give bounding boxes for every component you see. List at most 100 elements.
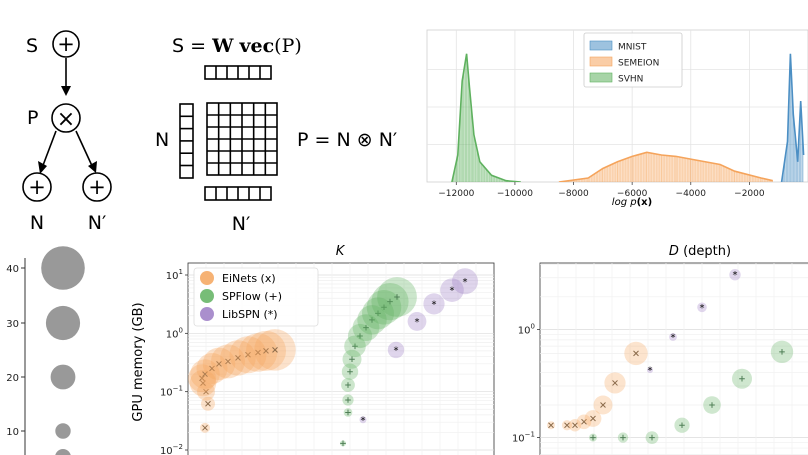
size-legend-circle [41, 246, 85, 290]
marker-plus [394, 294, 400, 300]
marker-plus [620, 434, 626, 441]
legend-label: EiNets (x) [222, 272, 276, 285]
arrowhead [88, 161, 97, 173]
matrix-label-n: N [155, 129, 169, 151]
legend-swatch [589, 40, 613, 51]
product-equation: P = N ⊗ N′ [297, 129, 397, 151]
bubble [407, 312, 427, 331]
eq-lhs: S = [172, 35, 206, 57]
marker-x [564, 422, 570, 429]
marker-x [216, 360, 222, 367]
marker-star: * [463, 277, 468, 288]
marker-x [202, 424, 208, 431]
marker-x [600, 402, 606, 408]
sum-node-nprime [82, 172, 112, 202]
marker-plus [590, 434, 596, 441]
legend-label: SEMEION [618, 59, 659, 69]
k-data-marks: * * * * * * [188, 268, 478, 447]
x-tick-label: −12000 [438, 189, 474, 199]
depth-chart: * * * * * 100 10−1 D (depth) [512, 235, 808, 455]
marker-plus [375, 310, 381, 317]
size-legend-circle [50, 364, 76, 390]
product-symbol: × [57, 107, 75, 132]
marker-plus [347, 368, 353, 375]
marker-plus [340, 440, 346, 447]
x-tick-label: −4000 [676, 189, 707, 199]
marker-plus [679, 422, 685, 429]
marker-star: * [700, 303, 705, 314]
marker-plus [387, 298, 393, 305]
density-area-mnist [781, 53, 804, 182]
marker-x [263, 348, 269, 354]
bubble [769, 235, 782, 248]
sum-equation: S = W vec(P) [172, 35, 302, 57]
grid-lines [540, 263, 808, 455]
y-tick-label: 30 [6, 319, 19, 330]
marker-plus [779, 349, 785, 355]
bubble [387, 341, 405, 359]
legend-label: LibSPN (*) [222, 308, 278, 321]
marker-plus [363, 324, 369, 331]
y-tick-label: 20 [6, 373, 19, 384]
marker-plus [357, 333, 363, 339]
y-tick-label: 40 [6, 264, 19, 275]
marker-x [200, 380, 206, 386]
marker-plus [345, 409, 351, 416]
node-label-p: P [27, 107, 38, 129]
density-areas [451, 53, 805, 182]
marker-star: * [394, 345, 399, 356]
marker-star: * [361, 415, 366, 426]
marker-x [572, 422, 578, 429]
node-label-nprime: N′ [88, 212, 107, 234]
legend-swatch [589, 56, 613, 67]
y-tick-label: 100 [166, 326, 183, 340]
size-legend-circle [55, 449, 71, 455]
marker-plus [649, 434, 655, 441]
marker-x [590, 415, 596, 422]
marker-star: * [733, 270, 738, 281]
marker-plus [352, 343, 358, 350]
matrix-label-nprime: N′ [232, 213, 251, 235]
marker-x [225, 358, 231, 365]
marker-plus [369, 317, 375, 323]
density-area-semeion [558, 152, 773, 182]
sum-symbol: + [28, 175, 46, 199]
k-chart-title: K [336, 244, 346, 259]
legend-marker [200, 289, 214, 303]
marker-plus [709, 402, 715, 408]
node-label-s: S [26, 35, 38, 57]
sum-symbol: + [88, 175, 106, 199]
marker-plus [739, 375, 745, 382]
y-axis-label: GPU memory (GB) [131, 302, 146, 421]
legend-label: SVHN [618, 75, 643, 85]
marker-x [633, 350, 639, 357]
size-legend-circle [45, 305, 81, 341]
bubble [697, 302, 707, 313]
eq-kron-op: ⊗ [357, 129, 373, 151]
marker-x [202, 371, 208, 377]
y-tick-label: 101 [166, 268, 183, 282]
density-line-mnist [780, 53, 805, 182]
matrix-diagram [179, 65, 278, 201]
marker-x [235, 354, 241, 361]
density-chart: −12000 −10000 −8000 −6000 −4000 −2000 log p(x… [426, 29, 808, 208]
marker-star: * [648, 366, 653, 377]
marker-x [548, 422, 554, 429]
arrowhead [38, 161, 47, 174]
marker-x [612, 380, 618, 386]
marker-x [203, 388, 209, 395]
marker-star: * [415, 317, 420, 328]
y-tick-label: 10 [6, 427, 19, 438]
bubble [440, 278, 464, 302]
edge-p-n [41, 130, 57, 169]
bubble [669, 333, 677, 341]
bubble [729, 269, 741, 281]
sum-symbol: + [57, 32, 75, 56]
edge-p-nprime [75, 130, 94, 169]
sum-node-n [22, 172, 52, 202]
marker-x [205, 400, 211, 407]
arrowhead [61, 86, 71, 96]
density-line-semeion [558, 151, 773, 182]
